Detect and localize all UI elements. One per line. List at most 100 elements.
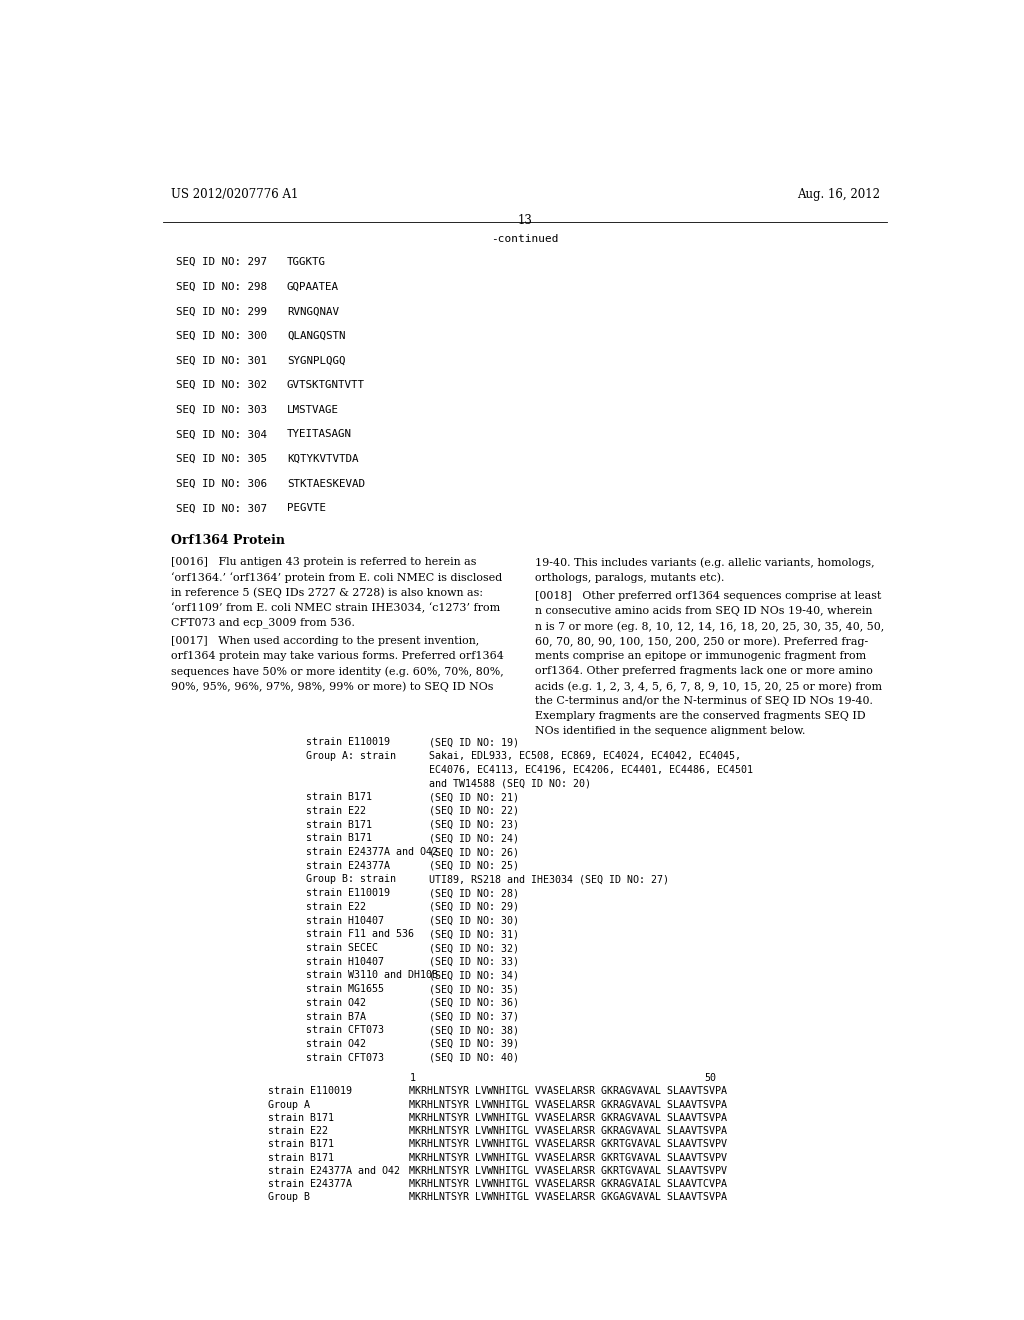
Text: Group A: strain: Group A: strain — [306, 751, 396, 762]
Text: MKRHLNTSYR LVWNHITGL VVASELARSR GKRTGVAVAL SLAAVTSVPV: MKRHLNTSYR LVWNHITGL VVASELARSR GKRTGVAV… — [409, 1139, 727, 1150]
Text: strain E22: strain E22 — [267, 1126, 328, 1137]
Text: (SEQ ID NO: 26): (SEQ ID NO: 26) — [429, 847, 519, 857]
Text: RVNGQNAV: RVNGQNAV — [287, 306, 339, 317]
Text: (SEQ ID NO: 22): (SEQ ID NO: 22) — [429, 807, 519, 816]
Text: TYEITASAGN: TYEITASAGN — [287, 429, 352, 440]
Text: the C-terminus and/or the N-terminus of SEQ ID NOs 19-40.: the C-terminus and/or the N-terminus of … — [535, 696, 872, 706]
Text: (SEQ ID NO: 32): (SEQ ID NO: 32) — [429, 942, 519, 953]
Text: sequences have 50% or more identity (e.g. 60%, 70%, 80%,: sequences have 50% or more identity (e.g… — [171, 667, 504, 677]
Text: strain E24377A: strain E24377A — [306, 861, 390, 871]
Text: CFT073 and ecp_3009 from 536.: CFT073 and ecp_3009 from 536. — [171, 618, 354, 628]
Text: MKRHLNTSYR LVWNHITGL VVASELARSR GKRAGVAIAL SLAAVTCVPA: MKRHLNTSYR LVWNHITGL VVASELARSR GKRAGVAI… — [409, 1179, 727, 1189]
Text: SEQ ID NO: 302: SEQ ID NO: 302 — [176, 380, 267, 391]
Text: 13: 13 — [517, 214, 532, 227]
Text: EC4076, EC4113, EC4196, EC4206, EC4401, EC4486, EC4501: EC4076, EC4113, EC4196, EC4206, EC4401, … — [429, 764, 753, 775]
Text: (SEQ ID NO: 38): (SEQ ID NO: 38) — [429, 1026, 519, 1035]
Text: strain E24377A: strain E24377A — [267, 1179, 351, 1189]
Text: MKRHLNTSYR LVWNHITGL VVASELARSR GKRAGVAVAL SLAAVTSVPA: MKRHLNTSYR LVWNHITGL VVASELARSR GKRAGVAV… — [409, 1086, 727, 1097]
Text: strain B171: strain B171 — [267, 1113, 334, 1123]
Text: strain B7A: strain B7A — [306, 1011, 367, 1022]
Text: (SEQ ID NO: 35): (SEQ ID NO: 35) — [429, 985, 519, 994]
Text: strain E24377A and O42: strain E24377A and O42 — [267, 1166, 399, 1176]
Text: strain E22: strain E22 — [306, 902, 367, 912]
Text: strain E110019: strain E110019 — [306, 738, 390, 747]
Text: (SEQ ID NO: 21): (SEQ ID NO: 21) — [429, 792, 519, 803]
Text: 90%, 95%, 96%, 97%, 98%, 99% or more) to SEQ ID NOs: 90%, 95%, 96%, 97%, 98%, 99% or more) to… — [171, 681, 494, 692]
Text: in reference 5 (SEQ IDs 2727 & 2728) is also known as:: in reference 5 (SEQ IDs 2727 & 2728) is … — [171, 587, 482, 598]
Text: GQPAATEA: GQPAATEA — [287, 281, 339, 292]
Text: Aug. 16, 2012: Aug. 16, 2012 — [797, 187, 880, 201]
Text: MKRHLNTSYR LVWNHITGL VVASELARSR GKRAGVAVAL SLAAVTSVPA: MKRHLNTSYR LVWNHITGL VVASELARSR GKRAGVAV… — [409, 1113, 727, 1123]
Text: strain E110019: strain E110019 — [306, 888, 390, 898]
Text: strain E110019: strain E110019 — [267, 1086, 351, 1097]
Text: strain SECEC: strain SECEC — [306, 942, 378, 953]
Text: strain CFT073: strain CFT073 — [306, 1052, 384, 1063]
Text: orf1364. Other preferred fragments lack one or more amino: orf1364. Other preferred fragments lack … — [535, 667, 872, 676]
Text: Group B: strain: Group B: strain — [306, 875, 396, 884]
Text: ‘orf1109’ from E. coli NMEC strain IHE3034, ‘c1273’ from: ‘orf1109’ from E. coli NMEC strain IHE30… — [171, 602, 500, 612]
Text: MKRHLNTSYR LVWNHITGL VVASELARSR GKRTGVAVAL SLAAVTSVPV: MKRHLNTSYR LVWNHITGL VVASELARSR GKRTGVAV… — [409, 1152, 727, 1163]
Text: (SEQ ID NO: 24): (SEQ ID NO: 24) — [429, 833, 519, 843]
Text: SEQ ID NO: 298: SEQ ID NO: 298 — [176, 281, 267, 292]
Text: Group B: Group B — [267, 1192, 309, 1203]
Text: (SEQ ID NO: 36): (SEQ ID NO: 36) — [429, 998, 519, 1008]
Text: strain B171: strain B171 — [306, 792, 373, 803]
Text: MKRHLNTSYR LVWNHITGL VVASELARSR GKGAGVAVAL SLAAVTSVPA: MKRHLNTSYR LVWNHITGL VVASELARSR GKGAGVAV… — [409, 1192, 727, 1203]
Text: strain CFT073: strain CFT073 — [306, 1026, 384, 1035]
Text: orthologs, paralogs, mutants etc).: orthologs, paralogs, mutants etc). — [535, 573, 724, 583]
Text: SEQ ID NO: 301: SEQ ID NO: 301 — [176, 355, 267, 366]
Text: PEGVTE: PEGVTE — [287, 503, 326, 513]
Text: SEQ ID NO: 303: SEQ ID NO: 303 — [176, 405, 267, 414]
Text: 60, 70, 80, 90, 100, 150, 200, 250 or more). Preferred frag-: 60, 70, 80, 90, 100, 150, 200, 250 or mo… — [535, 636, 868, 647]
Text: Orf1364 Protein: Orf1364 Protein — [171, 535, 285, 548]
Text: ments comprise an epitope or immunogenic fragment from: ments comprise an epitope or immunogenic… — [535, 651, 866, 661]
Text: [0016]   Flu antigen 43 protein is referred to herein as: [0016] Flu antigen 43 protein is referre… — [171, 557, 476, 568]
Text: [0018]   Other preferred orf1364 sequences comprise at least: [0018] Other preferred orf1364 sequences… — [535, 591, 882, 601]
Text: (SEQ ID NO: 28): (SEQ ID NO: 28) — [429, 888, 519, 898]
Text: 1: 1 — [410, 1073, 416, 1084]
Text: SEQ ID NO: 305: SEQ ID NO: 305 — [176, 454, 267, 465]
Text: STKTAESKEVAD: STKTAESKEVAD — [287, 479, 365, 488]
Text: strain B171: strain B171 — [306, 820, 373, 830]
Text: [0017]   When used according to the present invention,: [0017] When used according to the presen… — [171, 636, 479, 647]
Text: SEQ ID NO: 297: SEQ ID NO: 297 — [176, 257, 267, 267]
Text: strain W3110 and DH10B: strain W3110 and DH10B — [306, 970, 438, 981]
Text: 19-40. This includes variants (e.g. allelic variants, homologs,: 19-40. This includes variants (e.g. alle… — [535, 557, 874, 568]
Text: strain MG1655: strain MG1655 — [306, 985, 384, 994]
Text: (SEQ ID NO: 29): (SEQ ID NO: 29) — [429, 902, 519, 912]
Text: SEQ ID NO: 304: SEQ ID NO: 304 — [176, 429, 267, 440]
Text: 50: 50 — [705, 1073, 717, 1084]
Text: -continued: -continued — [492, 234, 558, 244]
Text: (SEQ ID NO: 25): (SEQ ID NO: 25) — [429, 861, 519, 871]
Text: Sakai, EDL933, EC508, EC869, EC4024, EC4042, EC4045,: Sakai, EDL933, EC508, EC869, EC4024, EC4… — [429, 751, 740, 762]
Text: and TW14588 (SEQ ID NO: 20): and TW14588 (SEQ ID NO: 20) — [429, 779, 591, 788]
Text: ‘orf1364.’ ‘orf1364’ protein from E. coli NMEC is disclosed: ‘orf1364.’ ‘orf1364’ protein from E. col… — [171, 573, 502, 583]
Text: SEQ ID NO: 299: SEQ ID NO: 299 — [176, 306, 267, 317]
Text: Group A: Group A — [267, 1100, 309, 1110]
Text: strain O42: strain O42 — [306, 998, 367, 1008]
Text: SEQ ID NO: 306: SEQ ID NO: 306 — [176, 479, 267, 488]
Text: n consecutive amino acids from SEQ ID NOs 19-40, wherein: n consecutive amino acids from SEQ ID NO… — [535, 606, 872, 616]
Text: SEQ ID NO: 300: SEQ ID NO: 300 — [176, 331, 267, 341]
Text: (SEQ ID NO: 33): (SEQ ID NO: 33) — [429, 957, 519, 966]
Text: GVTSKTGNTVTT: GVTSKTGNTVTT — [287, 380, 365, 391]
Text: KQTYKVTVTDA: KQTYKVTVTDA — [287, 454, 358, 465]
Text: strain B171: strain B171 — [306, 833, 373, 843]
Text: SEQ ID NO: 307: SEQ ID NO: 307 — [176, 503, 267, 513]
Text: strain E22: strain E22 — [306, 807, 367, 816]
Text: (SEQ ID NO: 39): (SEQ ID NO: 39) — [429, 1039, 519, 1049]
Text: MKRHLNTSYR LVWNHITGL VVASELARSR GKRAGVAVAL SLAAVTSVPA: MKRHLNTSYR LVWNHITGL VVASELARSR GKRAGVAV… — [409, 1126, 727, 1137]
Text: (SEQ ID NO: 23): (SEQ ID NO: 23) — [429, 820, 519, 830]
Text: strain O42: strain O42 — [306, 1039, 367, 1049]
Text: LMSTVAGE: LMSTVAGE — [287, 405, 339, 414]
Text: (SEQ ID NO: 34): (SEQ ID NO: 34) — [429, 970, 519, 981]
Text: (SEQ ID NO: 30): (SEQ ID NO: 30) — [429, 916, 519, 925]
Text: strain B171: strain B171 — [267, 1152, 334, 1163]
Text: (SEQ ID NO: 40): (SEQ ID NO: 40) — [429, 1052, 519, 1063]
Text: NOs identified in the sequence alignment below.: NOs identified in the sequence alignment… — [535, 726, 805, 737]
Text: US 2012/0207776 A1: US 2012/0207776 A1 — [171, 187, 298, 201]
Text: QLANGQSTN: QLANGQSTN — [287, 331, 345, 341]
Text: TGGKTG: TGGKTG — [287, 257, 326, 267]
Text: Exemplary fragments are the conserved fragments SEQ ID: Exemplary fragments are the conserved fr… — [535, 711, 865, 721]
Text: UTI89, RS218 and IHE3034 (SEQ ID NO: 27): UTI89, RS218 and IHE3034 (SEQ ID NO: 27) — [429, 875, 669, 884]
